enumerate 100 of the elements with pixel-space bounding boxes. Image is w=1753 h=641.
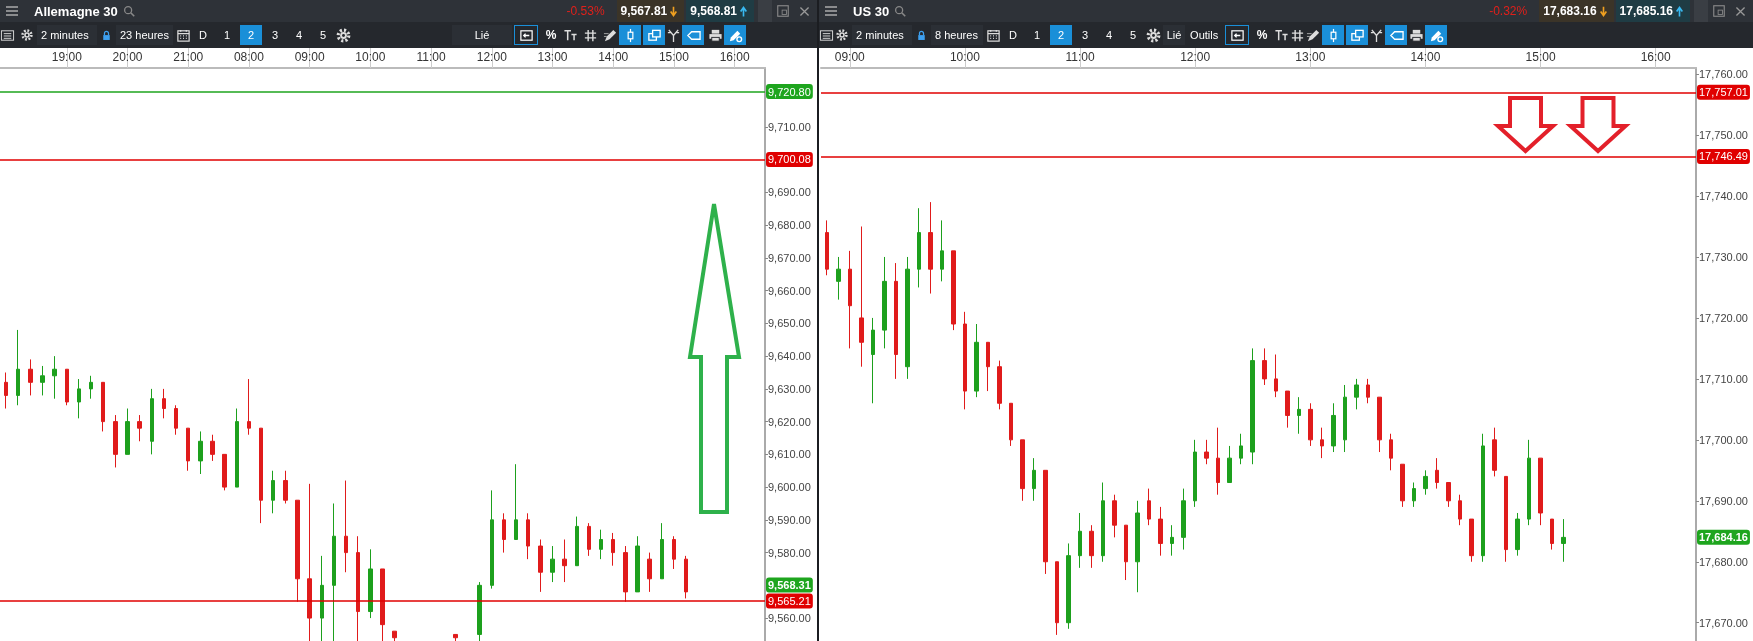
y-tick-label: 9,620.00 <box>768 415 811 428</box>
candlestick <box>1020 439 1025 502</box>
candlestick <box>259 427 263 524</box>
candlestick <box>222 453 227 491</box>
candlestick <box>1101 482 1105 563</box>
candlestick <box>247 378 251 436</box>
candlestick <box>502 512 506 554</box>
candlestick <box>490 489 494 590</box>
candlestick <box>477 581 482 641</box>
x-tick-label: 15:00 <box>658 50 690 64</box>
candlestick <box>1550 518 1554 551</box>
candlestick <box>392 630 397 641</box>
x-tick-label: 12:00 <box>1180 50 1211 64</box>
candlestick <box>1469 518 1474 563</box>
candlestick <box>89 375 93 400</box>
y-tick-label: 9,670.00 <box>768 251 811 264</box>
candlestick <box>453 633 458 641</box>
x-tick-label: 19:00 <box>51 50 83 64</box>
candlestick <box>940 219 944 282</box>
x-tick-label: 15:00 <box>1525 50 1556 64</box>
candlestick <box>1458 494 1462 526</box>
candlestick <box>538 539 543 593</box>
candlestick <box>526 512 530 560</box>
candlestick <box>1504 475 1508 563</box>
text: Lié <box>452 25 512 45</box>
candlestick <box>16 329 20 406</box>
candlestick <box>905 256 910 380</box>
candlestick <box>1297 396 1301 435</box>
candlestick <box>611 532 615 567</box>
candlestick <box>1400 463 1405 508</box>
y-tick-label: 9,680.00 <box>768 219 811 232</box>
candlestick <box>28 358 33 396</box>
x-tick-label: 08:00 <box>233 50 265 64</box>
candlestick <box>562 539 567 583</box>
candlestick <box>1343 384 1347 453</box>
text: 5 <box>1129 28 1138 43</box>
x-tick-label: 10:00 <box>949 50 981 64</box>
candlestick <box>1389 433 1393 471</box>
y-tick-label: 9,600.00 <box>768 481 811 494</box>
candlestick <box>836 256 841 301</box>
candlestick <box>599 529 603 560</box>
candlestick <box>1181 488 1186 551</box>
x-tick-label: 11:00 <box>1065 50 1095 64</box>
candlestick <box>550 545 555 583</box>
chart-title: Allemagne 30 <box>34 3 118 19</box>
candlestick <box>1446 482 1451 508</box>
y-tick-label: 17,700.00 <box>1699 433 1748 446</box>
candlestick <box>859 225 864 368</box>
candlestick <box>825 219 829 276</box>
candlestick <box>113 414 118 468</box>
candlestick <box>684 555 688 599</box>
candlestick <box>101 381 105 432</box>
candlestick <box>635 535 640 593</box>
x-tick-label: 11:00 <box>416 50 446 64</box>
candlestick <box>1124 524 1128 581</box>
candlestick <box>1250 347 1255 465</box>
y-tick-label: 17,750.00 <box>1699 129 1748 142</box>
candlestick <box>1032 457 1036 502</box>
candlestick <box>1112 494 1117 538</box>
candlestick <box>917 207 921 288</box>
y-tick-label: 17,740.00 <box>1699 190 1748 203</box>
candlestick <box>1216 427 1220 496</box>
text: 8 heures <box>931 25 984 45</box>
candlestick <box>320 555 324 641</box>
text: 2 minutes <box>852 25 913 45</box>
candlestick <box>1308 402 1313 447</box>
candlestick <box>951 250 956 331</box>
y-tick-label: 17,720.00 <box>1699 311 1748 324</box>
text: D <box>1008 28 1019 43</box>
text: 3 <box>1081 28 1090 43</box>
text: 9,568.81 <box>686 0 754 22</box>
text: 4 <box>1105 28 1114 43</box>
candlestick <box>1354 378 1359 410</box>
text: % <box>1255 27 1269 44</box>
candlestick <box>1227 445 1232 484</box>
text: 17,685.16 <box>1615 0 1690 22</box>
candlestick <box>997 360 1002 410</box>
candlestick <box>1366 378 1370 404</box>
candlestick <box>575 516 579 567</box>
text: -0.53% <box>566 4 605 18</box>
x-tick-label: 14:00 <box>598 50 629 64</box>
candlestick <box>986 341 990 392</box>
text: 23 heures <box>116 25 173 45</box>
candlestick <box>1527 439 1531 526</box>
candlestick <box>65 368 69 406</box>
candlestick <box>1055 561 1059 636</box>
candlestick <box>1009 402 1013 447</box>
y-tick-label: 9,640.00 <box>768 350 811 363</box>
text: 3 <box>270 28 279 43</box>
candlestick <box>1170 524 1174 557</box>
candlestick <box>882 256 887 349</box>
candlestick <box>1435 457 1439 490</box>
candlestick <box>1274 354 1278 398</box>
candlestick <box>307 483 312 641</box>
candlestick <box>1066 542 1071 630</box>
candlestick <box>77 378 81 419</box>
text: 9,568.31 <box>768 579 811 592</box>
x-tick-label: 09:00 <box>294 50 325 64</box>
y-tick-label: 17,730.00 <box>1699 250 1748 263</box>
candlestick <box>271 470 275 514</box>
